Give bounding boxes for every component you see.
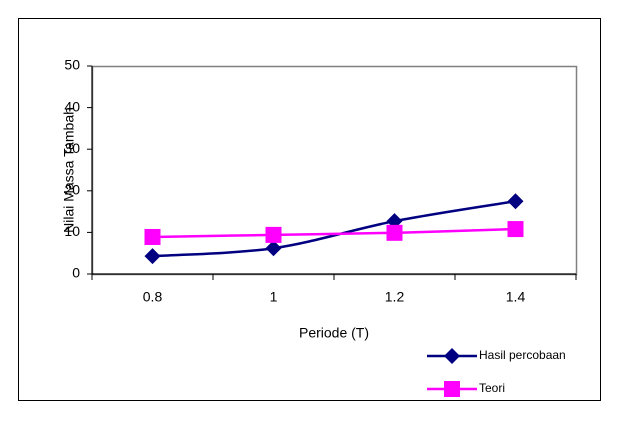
- data-point: [144, 248, 161, 265]
- x-tick-label: 1.4: [506, 289, 526, 305]
- data-point: [507, 221, 524, 238]
- y-tick-label: 50: [64, 57, 80, 73]
- plot-area: [91, 65, 578, 276]
- y-axis-title: Nilai Massa Tambah: [61, 107, 77, 233]
- legend-marker: [444, 381, 460, 397]
- legend-label: Teori: [479, 381, 505, 395]
- y-tick-label: 20: [64, 182, 80, 198]
- x-tick-label: 1: [270, 289, 278, 305]
- y-tick-label: 0: [72, 265, 80, 281]
- data-point: [144, 228, 161, 245]
- data-point: [507, 193, 524, 210]
- x-tick-label: 0.8: [143, 289, 163, 305]
- y-tick-label: 40: [64, 98, 80, 114]
- series-line: [152, 227, 516, 239]
- y-tick-label: 30: [64, 140, 80, 156]
- series-line: [152, 199, 516, 258]
- legend-marker: [444, 348, 460, 364]
- legend-label: Hasil percobaan: [479, 348, 566, 362]
- data-point: [265, 240, 282, 257]
- data-point: [386, 224, 403, 241]
- x-axis-title: Periode (T): [299, 325, 369, 341]
- x-tick-label: 1.2: [385, 289, 405, 305]
- y-tick-label: 10: [64, 223, 80, 239]
- data-point: [265, 226, 282, 243]
